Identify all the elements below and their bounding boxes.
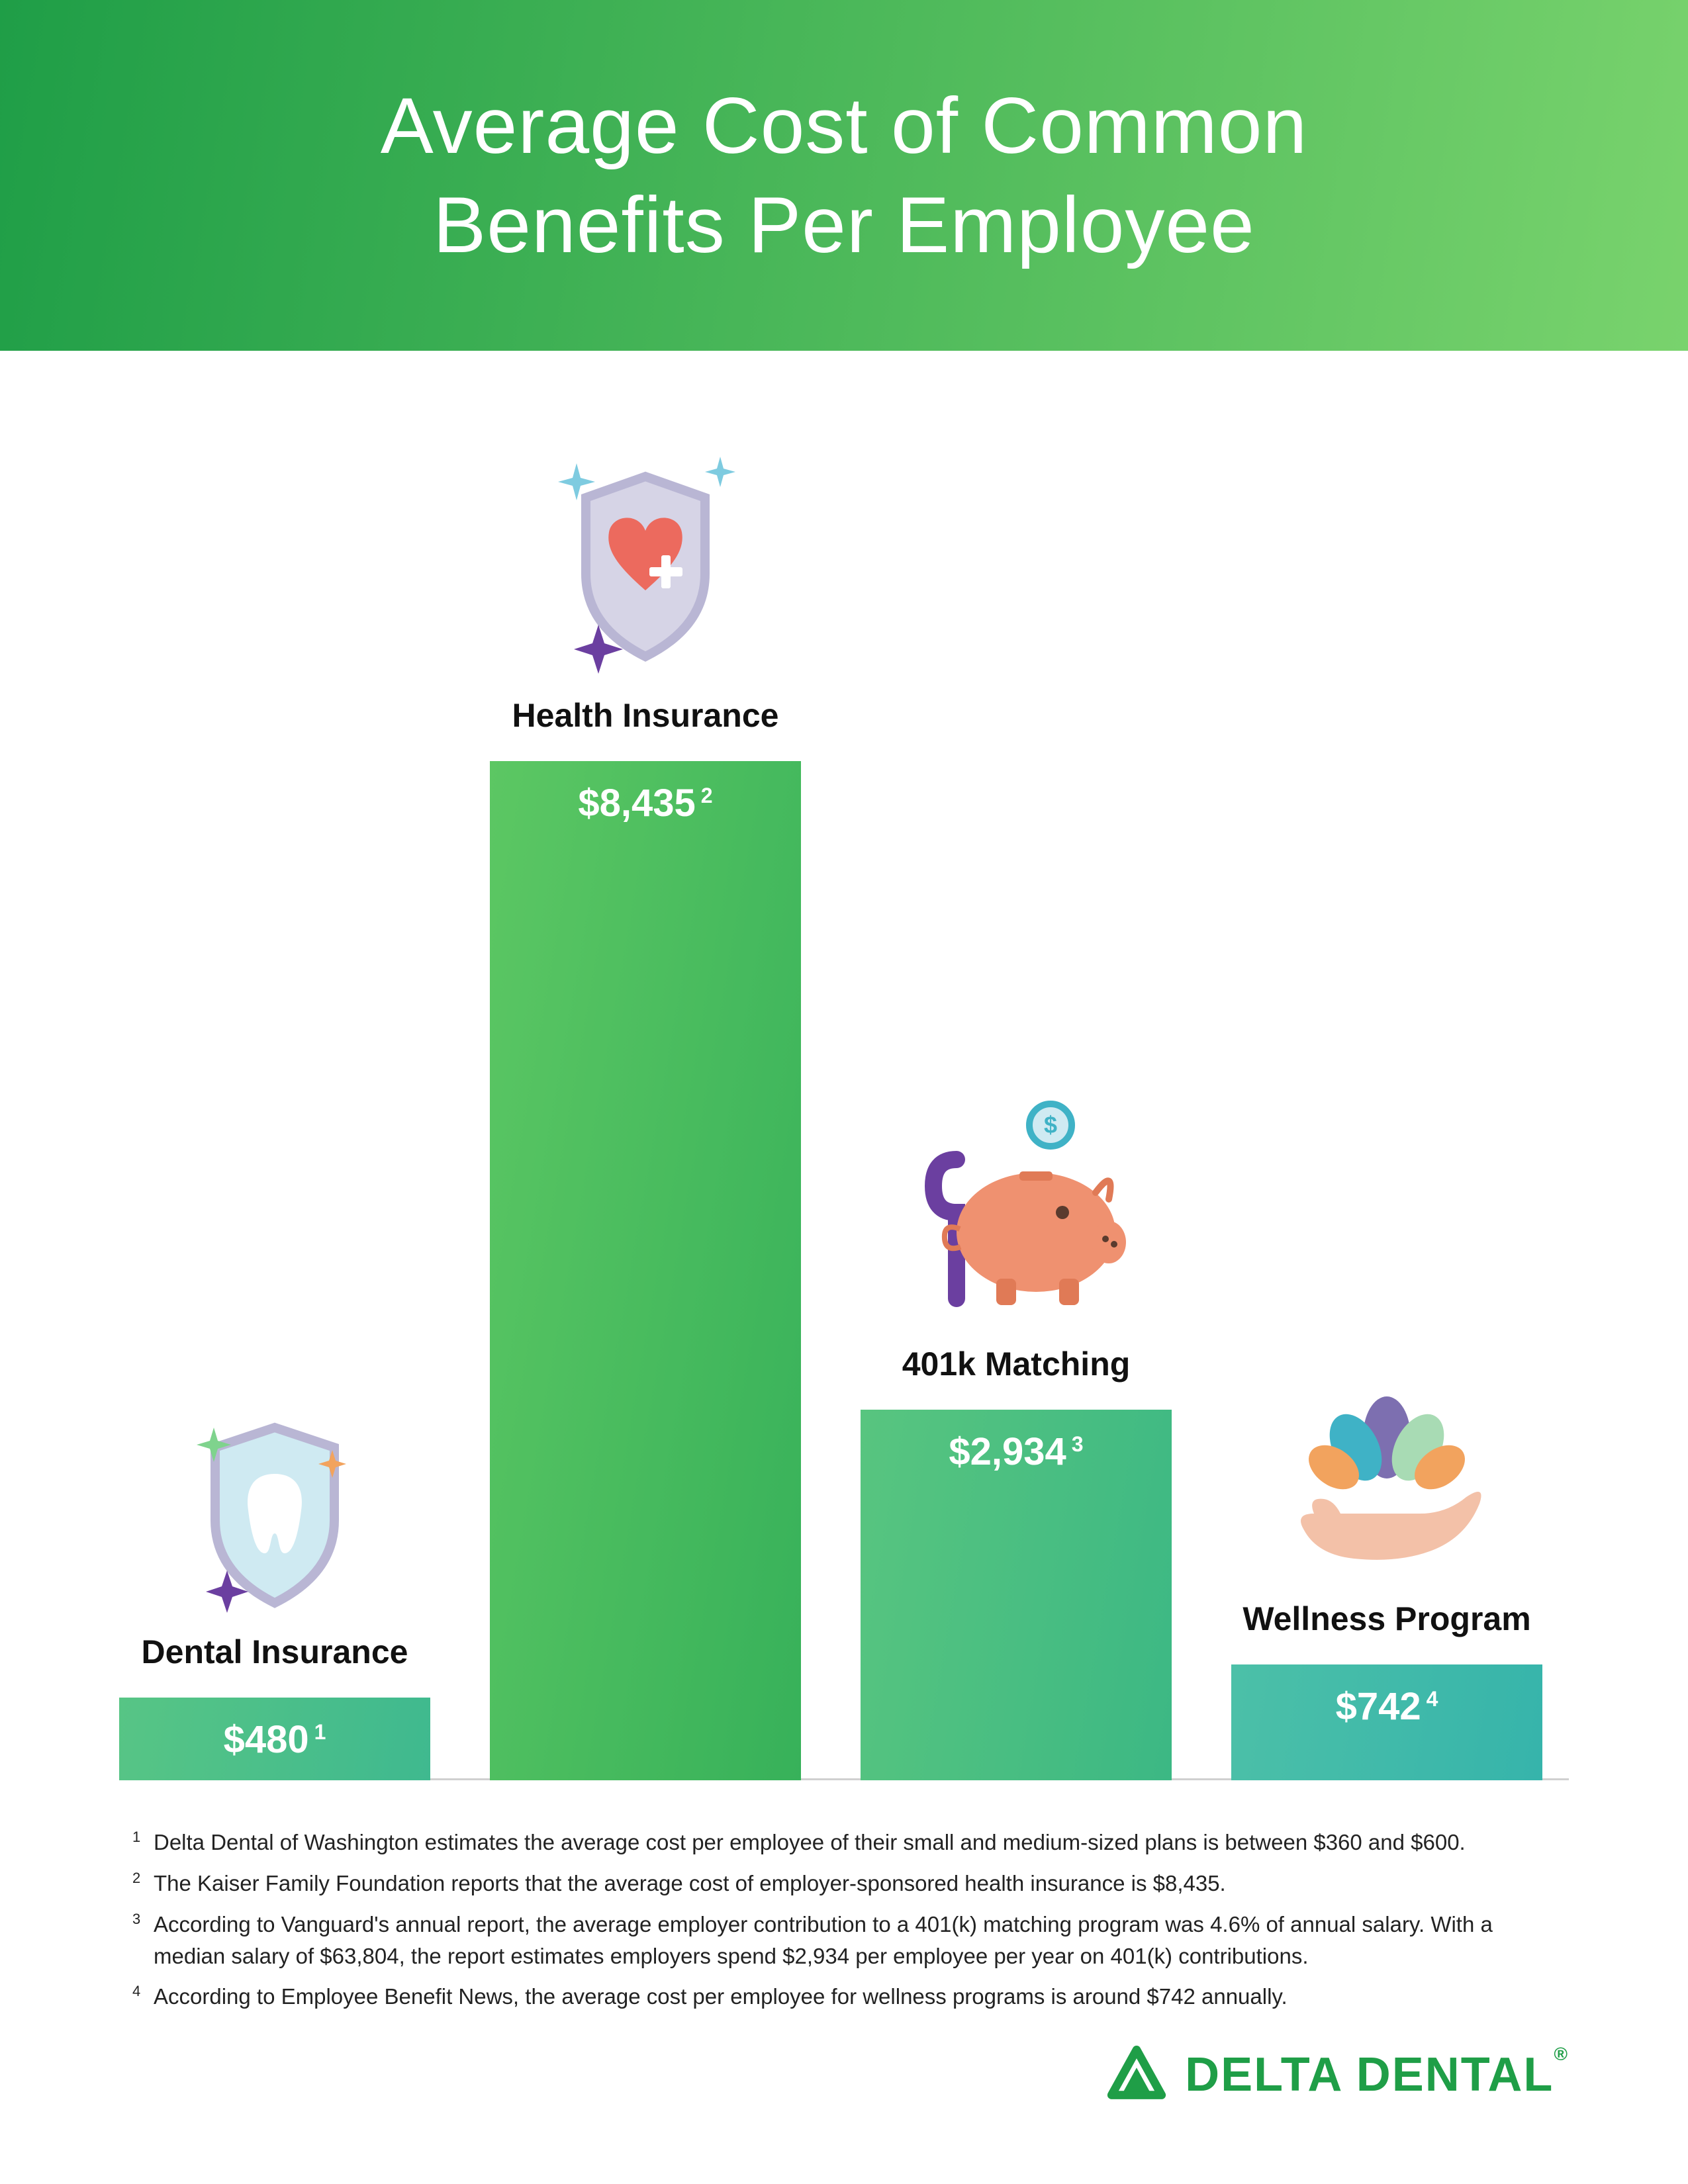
bar-health: Health Insurance $8,4352 — [490, 451, 801, 1780]
piggy-bank-icon: $ — [897, 1100, 1135, 1325]
tooth-shield-icon — [175, 1414, 374, 1613]
svg-text:$: $ — [1044, 1111, 1057, 1138]
title-line-2: Benefits Per Employee — [433, 181, 1255, 269]
bar-dental: Dental Insurance $4801 — [119, 1414, 430, 1780]
lotus-hand-icon — [1268, 1381, 1506, 1580]
registered-mark: ® — [1554, 2044, 1569, 2064]
footnote-1: 1 Delta Dental of Washington estimates t… — [132, 1827, 1556, 1858]
bar-value: $8,4352 — [578, 781, 712, 825]
page-title: Average Cost of Common Benefits Per Empl… — [381, 76, 1307, 275]
heart-shield-icon — [533, 451, 758, 676]
bar-rect: $8,4352 — [490, 761, 801, 1780]
brand-logo: DELTA DENTAL® — [1107, 2045, 1569, 2105]
delta-logo-icon — [1107, 2045, 1166, 2105]
bar-label: Wellness Program — [1243, 1600, 1530, 1638]
bar-chart: Dental Insurance $4801 Health Insurance … — [119, 424, 1569, 1780]
bar-rect: $7424 — [1231, 1664, 1542, 1780]
page-header: Average Cost of Common Benefits Per Empl… — [0, 0, 1688, 351]
bar-value: $7424 — [1336, 1684, 1438, 1729]
bar-rect: $2,9343 — [861, 1410, 1172, 1780]
bar-value: $4801 — [224, 1717, 326, 1762]
bar-wellness: Wellness Program $7424 — [1231, 1381, 1542, 1780]
brand-name: DELTA DENTAL® — [1185, 2048, 1569, 2102]
bar-401k: $ 401k Matching $2,9343 — [861, 1100, 1172, 1780]
footnote-3: 3 According to Vanguard's annual report,… — [132, 1909, 1556, 1972]
bar-label: Dental Insurance — [142, 1633, 408, 1671]
footnote-4: 4 According to Employee Benefit News, th… — [132, 1981, 1556, 2013]
title-line-1: Average Cost of Common — [381, 81, 1307, 170]
bar-rect: $4801 — [119, 1698, 430, 1780]
bar-value: $2,9343 — [949, 1430, 1083, 1474]
footnotes: 1 Delta Dental of Washington estimates t… — [132, 1827, 1556, 2022]
footnote-2: 2 The Kaiser Family Foundation reports t… — [132, 1868, 1556, 1899]
bar-label: Health Insurance — [512, 696, 779, 735]
bar-label: 401k Matching — [902, 1345, 1131, 1383]
